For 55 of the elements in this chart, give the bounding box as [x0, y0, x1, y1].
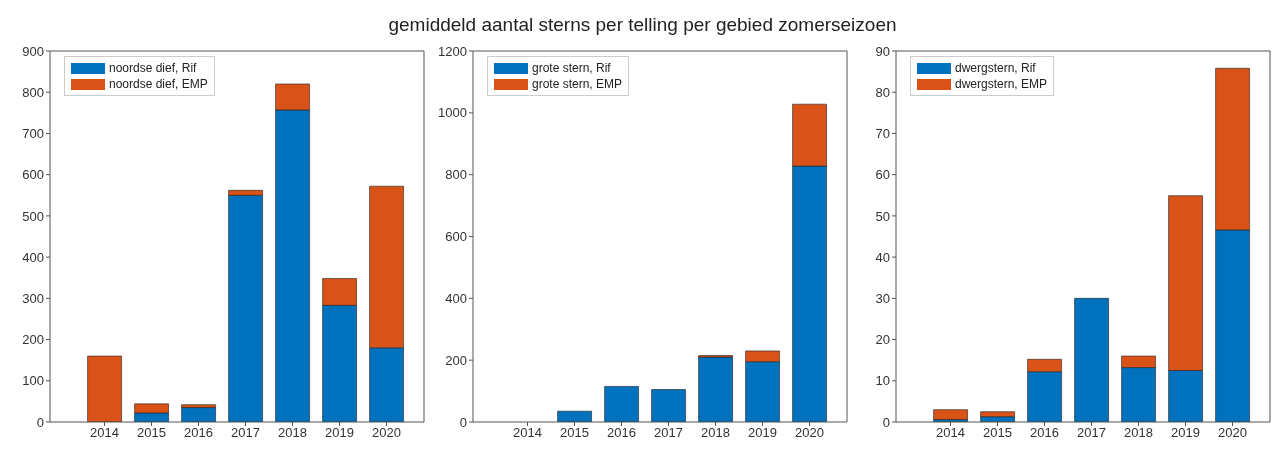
y-tick-label: 600 — [445, 229, 467, 245]
y-tick-label: 60 — [875, 167, 890, 183]
y-tick-label: 80 — [875, 84, 890, 100]
legend-label: dwergstern, Rif — [955, 60, 1036, 76]
x-tick-label: 2017 — [1077, 425, 1106, 441]
y-tick-label: 70 — [875, 126, 890, 142]
y-tick-label: 0 — [882, 414, 890, 430]
x-tick-label: 2016 — [607, 425, 636, 441]
y-tick-label: 200 — [445, 352, 467, 368]
y-tick-label: 400 — [22, 249, 44, 265]
x-tick-label: 2015 — [137, 425, 166, 441]
x-tick-label: 2015 — [560, 425, 589, 441]
y-tick-label: 600 — [22, 167, 44, 183]
legend-label: grote stern, Rif — [532, 60, 611, 76]
x-tick-label: 2014 — [513, 425, 542, 441]
y-tick-label: 900 — [22, 43, 44, 59]
x-tick-label: 2020 — [795, 425, 824, 441]
x-tick-label: 2018 — [278, 425, 307, 441]
x-tick-label: 2017 — [231, 425, 260, 441]
x-tick-label: 2020 — [1218, 425, 1247, 441]
y-tick-label: 400 — [445, 290, 467, 306]
x-tick-label: 2019 — [325, 425, 354, 441]
legend-label: dwergstern, EMP — [955, 76, 1048, 92]
y-tick-label: 50 — [875, 208, 890, 224]
x-tick-label: 2016 — [1030, 425, 1059, 441]
y-tick-label: 30 — [875, 290, 890, 306]
y-tick-label: 1000 — [438, 105, 467, 121]
x-tick-label: 2018 — [1124, 425, 1153, 441]
x-tick-label: 2014 — [936, 425, 965, 441]
legend-label: noordse dief, EMP — [109, 76, 208, 92]
y-tick-label: 700 — [22, 126, 44, 142]
x-tick-label: 2015 — [983, 425, 1012, 441]
x-tick-label: 2017 — [654, 425, 683, 441]
chart-title: gemiddeld aantal sterns per telling per gebied zomerseizoen — [388, 14, 897, 36]
x-tick-label: 2019 — [1171, 425, 1200, 441]
x-tick-label: 2019 — [748, 425, 777, 441]
y-tick-label: 40 — [875, 249, 890, 265]
y-tick-label: 20 — [875, 332, 890, 348]
x-tick-label: 2018 — [701, 425, 730, 441]
y-tick-label: 100 — [22, 373, 44, 389]
y-tick-label: 0 — [459, 414, 467, 430]
x-tick-label: 2020 — [372, 425, 401, 441]
y-tick-label: 90 — [875, 43, 890, 59]
y-tick-label: 1200 — [438, 43, 467, 59]
y-tick-label: 10 — [875, 373, 890, 389]
y-tick-label: 0 — [36, 414, 44, 430]
y-tick-label: 200 — [22, 332, 44, 348]
x-tick-label: 2014 — [90, 425, 119, 441]
legend-label: noordse dief, Rif — [109, 60, 197, 76]
x-tick-label: 2016 — [184, 425, 213, 441]
y-tick-label: 500 — [22, 208, 44, 224]
y-tick-label: 300 — [22, 290, 44, 306]
y-tick-label: 800 — [22, 84, 44, 100]
y-tick-label: 800 — [445, 167, 467, 183]
legend-label: grote stern, EMP — [532, 76, 623, 92]
